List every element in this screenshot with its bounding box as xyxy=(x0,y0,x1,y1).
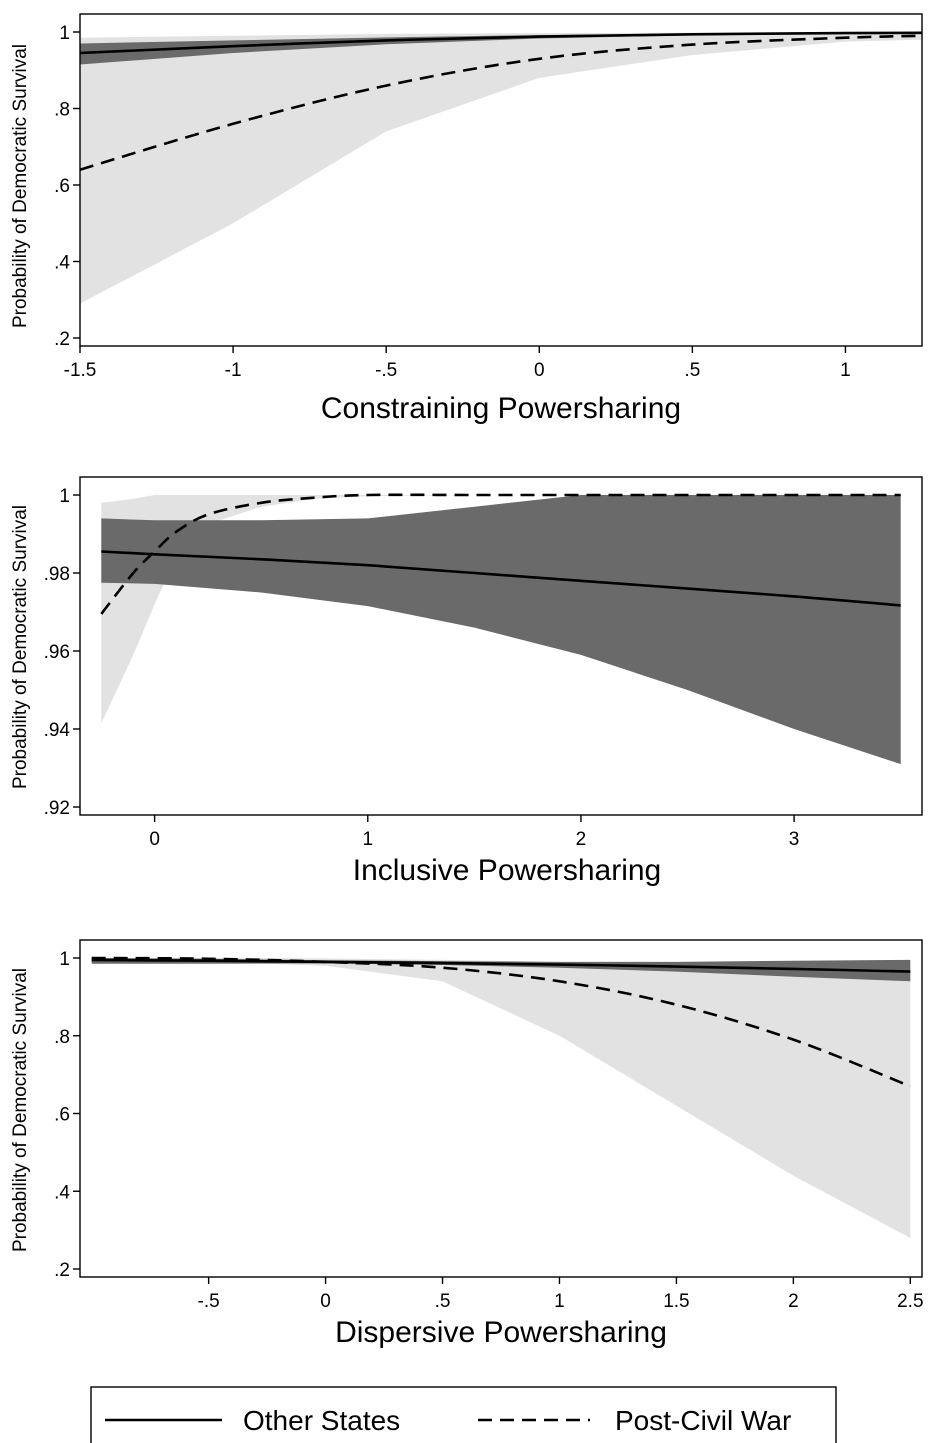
y-axis-title: Probability of Democratic Survival xyxy=(10,505,31,789)
y-tick-label: 1 xyxy=(59,949,70,970)
x-tick-label: 2.5 xyxy=(897,1291,923,1312)
x-tick-label: 1 xyxy=(554,1291,565,1312)
ci-band-post-civil-war xyxy=(101,495,901,724)
y-tick-label: 1 xyxy=(59,23,70,44)
x-tick-label: 2 xyxy=(788,1291,799,1312)
y-tick-label: .98 xyxy=(44,564,70,585)
plot-frame xyxy=(79,939,923,1278)
panel-dispersive: Probability of Democratic Survival .2 .4.… xyxy=(10,939,924,1349)
x-tick-label: 2 xyxy=(576,829,587,850)
x-tick-label: -1.5 xyxy=(64,360,97,381)
series-line-post-civil-war xyxy=(91,956,911,1088)
series-line-post-civil-war xyxy=(100,493,901,615)
series-line-other-states xyxy=(79,31,923,55)
x-tick-label: .5 xyxy=(684,360,700,381)
y-tick-label: .4 xyxy=(54,253,70,274)
y-tick-label: .6 xyxy=(54,1105,70,1126)
plot-area: .2 .4 .6 .8 1 -1.5 -1 -.5 0 .5 1 xyxy=(54,13,923,381)
y-tick-label: .8 xyxy=(54,1027,70,1048)
y-tick-label: .94 xyxy=(44,720,71,741)
legend: Other States Post-Civil War xyxy=(90,1386,837,1443)
plot-frame xyxy=(79,13,923,347)
y-tick-label: .2 xyxy=(54,329,70,350)
y-axis-title: Probability of Democratic Survival xyxy=(10,968,31,1252)
legend-label-post-civil-war: Post-Civil War xyxy=(615,1405,791,1436)
x-tick-label: .5 xyxy=(435,1291,451,1312)
y-tick-label: .6 xyxy=(54,176,70,197)
y-tick-label: 1 xyxy=(59,486,70,507)
series-line-other-states xyxy=(91,958,911,973)
ci-band-other-states xyxy=(101,495,901,765)
series-line-post-civil-war xyxy=(79,34,923,171)
x-tick-label: 1 xyxy=(362,829,373,850)
x-tick-label: 0 xyxy=(149,829,160,850)
x-tick-label: 0 xyxy=(320,1291,331,1312)
series-line-other-states xyxy=(101,550,901,607)
legend-frame xyxy=(90,1386,837,1443)
x-axis-title: Dispersive Powersharing xyxy=(335,1316,667,1349)
y-tick-label: .4 xyxy=(54,1182,70,1203)
legend-label-other-states: Other States xyxy=(243,1405,400,1436)
x-tick-label: 1.5 xyxy=(663,1291,689,1312)
y-tick-label: .8 xyxy=(54,100,70,121)
y-axis-title: Probability of Democratic Survival xyxy=(10,44,31,328)
x-tick-label: -1 xyxy=(225,360,242,381)
x-tick-label: 3 xyxy=(789,829,800,850)
panel-constraining: Probability of Democratic Survival .2 .4.… xyxy=(10,13,923,425)
ci-band-other-states xyxy=(91,958,911,982)
x-tick-label: 1 xyxy=(840,360,851,381)
x-axis-title: Inclusive Powersharing xyxy=(353,854,661,887)
ci-band-post-civil-war xyxy=(80,32,922,304)
y-tick-label: .96 xyxy=(44,642,70,663)
ci-band-other-states xyxy=(80,32,922,65)
plot-area: .2 .4 .6 .8 1 -.5 0 .5 1 1.5 2 2.5 xyxy=(54,939,924,1312)
plot-area: .92 .94 .96 .98 1 0 1 2 3 xyxy=(44,476,923,850)
y-tick-label: .92 xyxy=(44,798,70,819)
y-tick-label: .2 xyxy=(54,1260,70,1281)
x-tick-label: -.5 xyxy=(198,1291,220,1312)
ci-band-post-civil-war xyxy=(91,958,911,1238)
x-tick-label: -.5 xyxy=(375,360,397,381)
x-tick-label: 0 xyxy=(534,360,545,381)
plot-frame xyxy=(79,476,923,816)
x-axis-title: Constraining Powersharing xyxy=(321,392,681,425)
panel-inclusive: Probability of Democratic Survival .92.9… xyxy=(10,476,923,887)
